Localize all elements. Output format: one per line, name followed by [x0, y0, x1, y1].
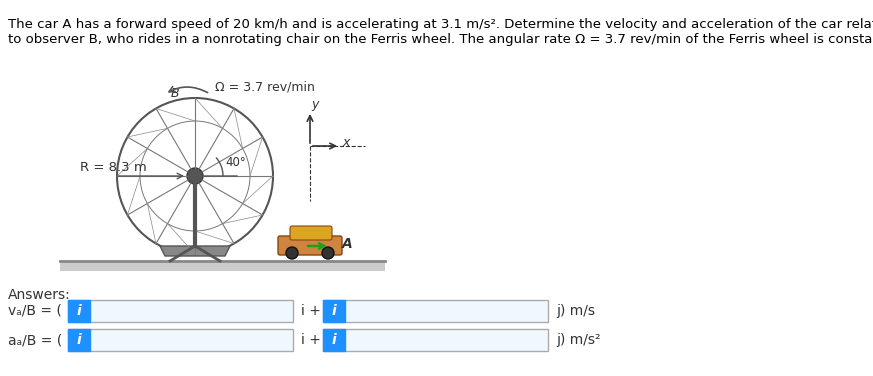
Text: i: i	[77, 333, 81, 347]
Text: The car A has a forward speed of 20 km/h and is accelerating at 3.1 m/s². Determ: The car A has a forward speed of 20 km/h…	[8, 18, 873, 31]
Text: y: y	[311, 98, 319, 111]
Text: 40°: 40°	[225, 156, 246, 169]
Text: i +: i +	[301, 333, 321, 347]
Text: j) m/s²: j) m/s²	[556, 333, 601, 347]
Text: i: i	[332, 304, 336, 318]
FancyBboxPatch shape	[68, 300, 90, 322]
Text: x: x	[342, 136, 349, 149]
Polygon shape	[60, 261, 385, 271]
Text: Ω = 3.7 rev/min: Ω = 3.7 rev/min	[215, 81, 315, 94]
FancyBboxPatch shape	[323, 329, 548, 351]
Text: A: A	[342, 237, 353, 251]
Text: R = 8.3 m: R = 8.3 m	[80, 161, 147, 174]
FancyBboxPatch shape	[323, 329, 345, 351]
Text: vₐ/B = (: vₐ/B = (	[8, 304, 62, 318]
FancyBboxPatch shape	[278, 236, 342, 255]
Text: i: i	[332, 333, 336, 347]
Circle shape	[187, 168, 203, 184]
Text: aₐ/B = (: aₐ/B = (	[8, 333, 62, 347]
FancyBboxPatch shape	[68, 329, 90, 351]
Text: Answers:: Answers:	[8, 288, 71, 302]
FancyBboxPatch shape	[323, 300, 345, 322]
FancyBboxPatch shape	[323, 300, 548, 322]
Text: i +: i +	[301, 304, 321, 318]
FancyBboxPatch shape	[68, 329, 293, 351]
Circle shape	[286, 247, 298, 259]
Polygon shape	[160, 246, 230, 256]
Text: B: B	[170, 87, 179, 100]
FancyBboxPatch shape	[290, 226, 332, 240]
Text: to observer B, who rides in a nonrotating chair on the Ferris wheel. The angular: to observer B, who rides in a nonrotatin…	[8, 33, 873, 46]
Text: j) m/s: j) m/s	[556, 304, 595, 318]
Circle shape	[322, 247, 334, 259]
Text: i: i	[77, 304, 81, 318]
FancyBboxPatch shape	[68, 300, 293, 322]
